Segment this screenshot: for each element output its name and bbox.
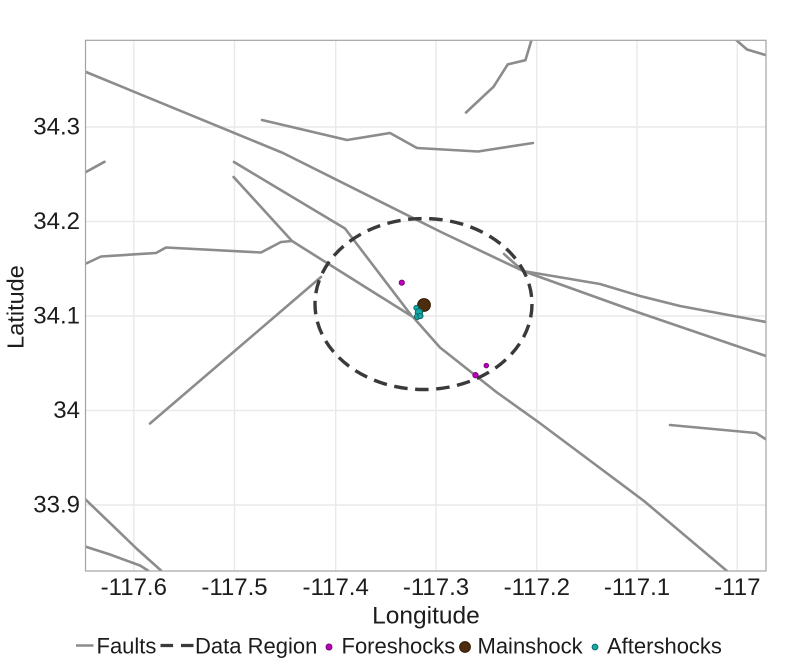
svg-text:-117.1: -117.1 <box>604 574 670 601</box>
svg-text:33.9: 33.9 <box>33 492 80 519</box>
svg-text:Foreshocks: Foreshocks <box>342 634 456 659</box>
svg-text:Aftershocks: Aftershocks <box>607 634 722 659</box>
svg-text:Longitude: Longitude <box>372 603 480 630</box>
svg-text:34: 34 <box>53 397 80 424</box>
svg-text:-117.3: -117.3 <box>403 574 469 601</box>
svg-text:34.1: 34.1 <box>33 303 80 330</box>
svg-text:Faults: Faults <box>97 634 157 659</box>
svg-text:Latitude: Latitude <box>3 265 29 349</box>
svg-text:-117: -117 <box>714 574 760 601</box>
svg-text:34.2: 34.2 <box>33 208 80 235</box>
svg-text:-117.6: -117.6 <box>101 574 167 601</box>
svg-text:-117.4: -117.4 <box>303 574 369 601</box>
svg-text:-117.5: -117.5 <box>201 574 267 601</box>
svg-text:-117.2: -117.2 <box>504 574 570 601</box>
svg-text:34.3: 34.3 <box>33 114 80 141</box>
svg-text:Data Region: Data Region <box>195 634 317 659</box>
svg-text:Mainshock: Mainshock <box>478 634 584 659</box>
